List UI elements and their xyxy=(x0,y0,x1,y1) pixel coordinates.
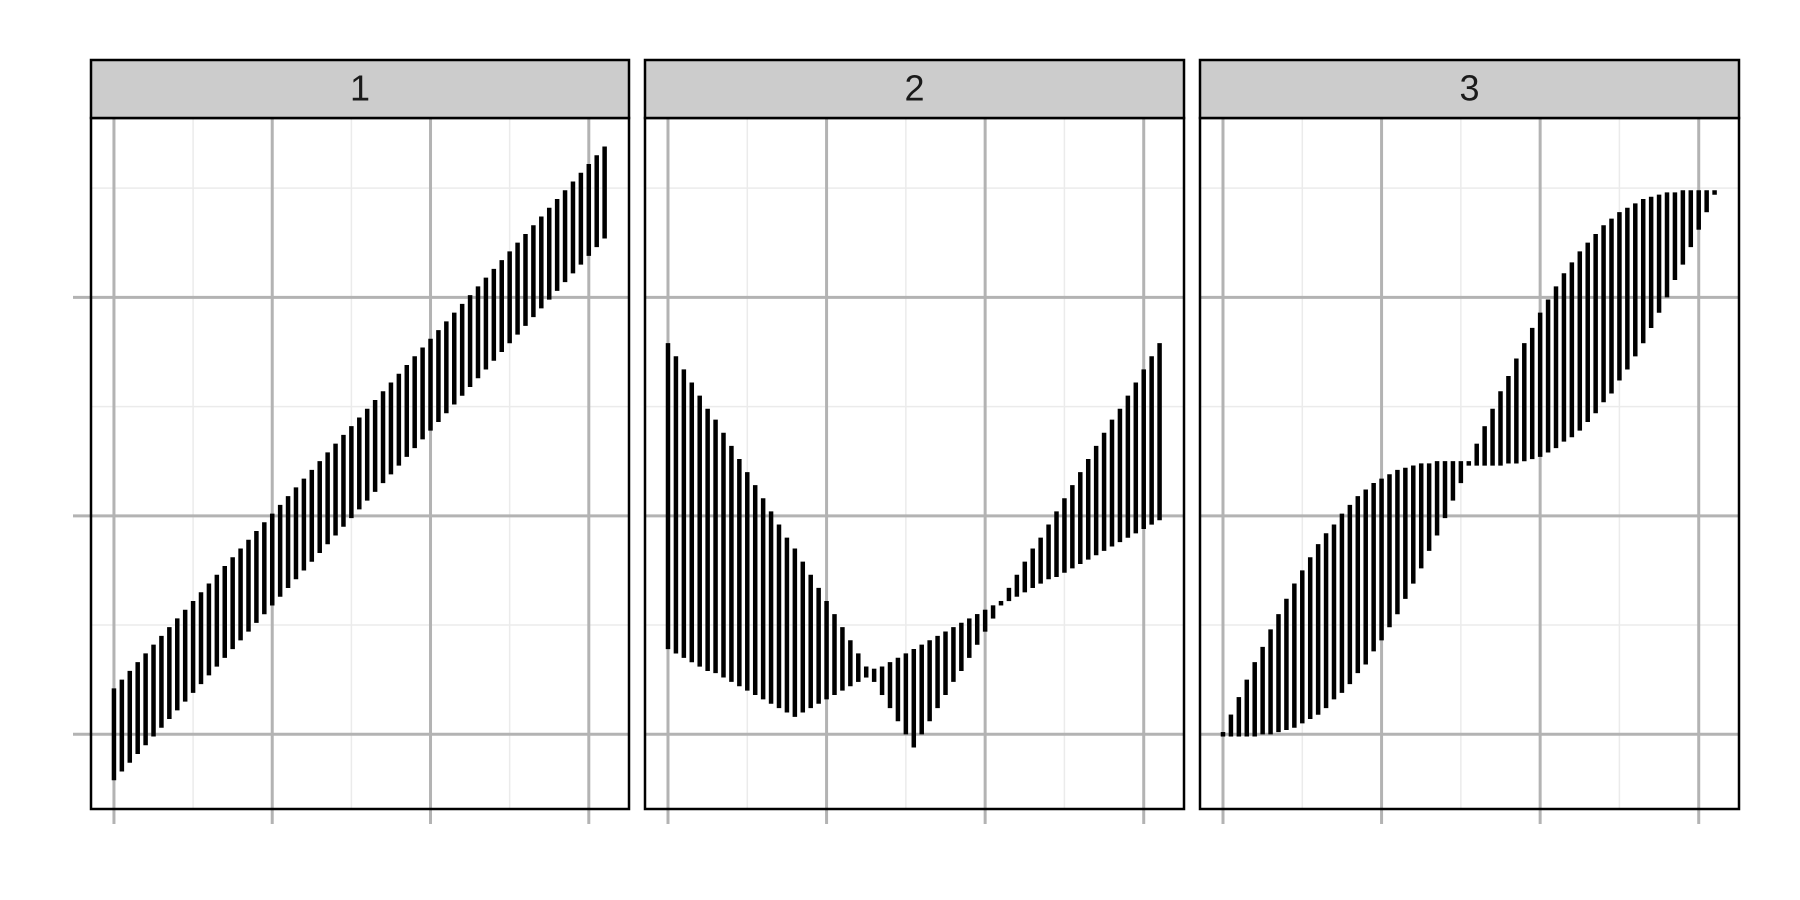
facet-strip xyxy=(89,58,631,120)
facet-label: 3 xyxy=(1459,68,1479,109)
facet-label: 1 xyxy=(350,68,370,109)
facet-strip xyxy=(1198,58,1741,120)
facet-strip xyxy=(643,58,1186,120)
facet-label: 2 xyxy=(904,68,924,109)
